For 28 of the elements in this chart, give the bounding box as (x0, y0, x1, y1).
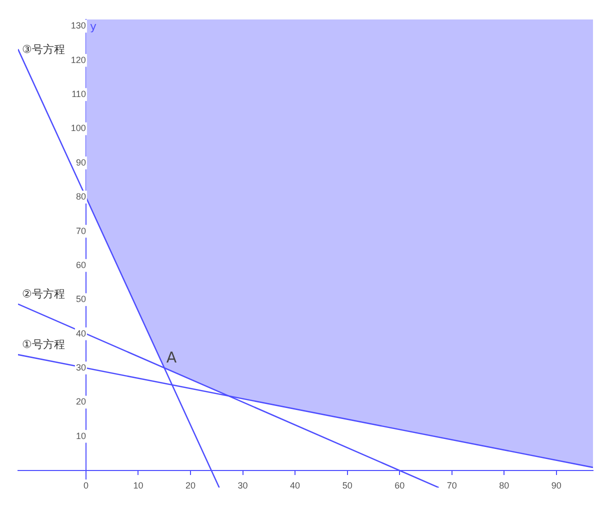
y-tick-label: 40 (76, 328, 86, 338)
series-label: ②号方程 (22, 287, 65, 300)
x-tick-label: 60 (394, 480, 405, 490)
x-tick-label: 90 (551, 480, 562, 490)
y-tick-label: 50 (76, 294, 86, 304)
y-tick-label: 110 (72, 89, 86, 100)
y-tick-label: 120 (70, 54, 86, 65)
x-tick-label: 20 (185, 480, 196, 490)
x-tick-label: 10 (133, 480, 144, 490)
y-tick-label: 60 (76, 260, 86, 270)
x-tick-label: 30 (238, 480, 248, 490)
y-tick-label: 30 (76, 362, 86, 372)
x-tick-label: 80 (499, 480, 510, 490)
x-tick-label: 40 (290, 480, 300, 490)
series-label: ①号方程 (22, 338, 65, 352)
y-tick-label: 100 (70, 123, 86, 134)
x-tick-label: 70 (446, 480, 457, 490)
y-axis-title: y (90, 20, 97, 33)
y-tick-label: 80 (76, 192, 86, 202)
y-tick-label: 10 (76, 430, 86, 441)
y-tick-label: 90 (76, 157, 86, 168)
y-tick-label: 20 (76, 396, 86, 407)
x-tick-label: 0 (83, 480, 88, 490)
x-tick-label: 50 (342, 480, 352, 490)
y-tick-label: 70 (76, 226, 86, 236)
y-tick-label: 130 (70, 20, 86, 31)
annotation: A (166, 348, 178, 366)
series-label: ③号方程 (22, 42, 65, 56)
